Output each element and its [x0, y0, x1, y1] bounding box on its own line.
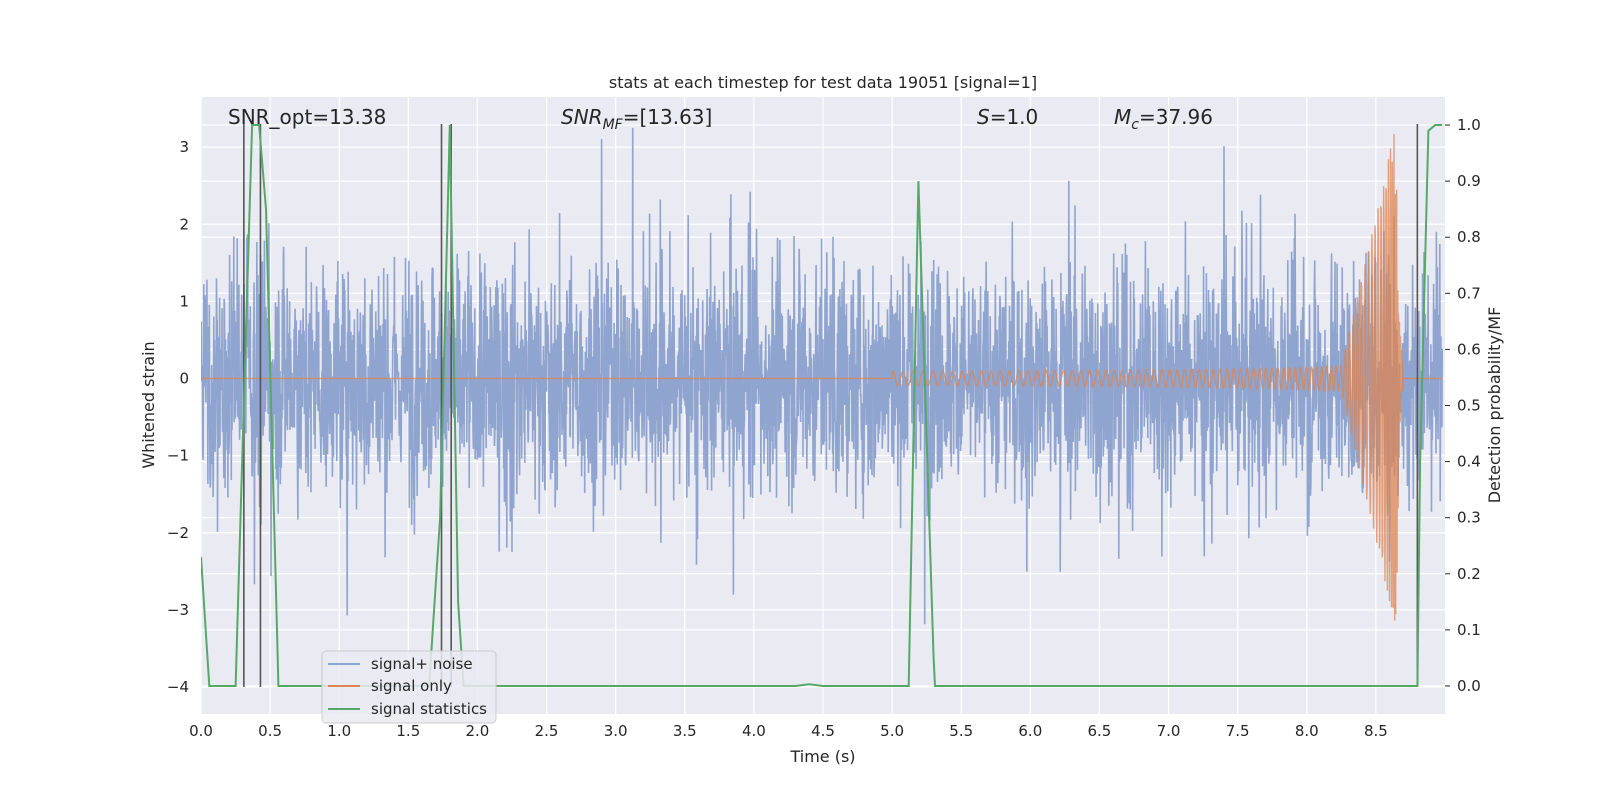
y2-tick-label: 0.9: [1457, 172, 1481, 190]
y-tick-label: −3: [167, 601, 189, 619]
y-axis-ticks: 3 2 1 0 −1 −2 −3 −4: [167, 138, 189, 696]
series-signal-only: [201, 134, 1443, 621]
y2-tick-label: 0.1: [1457, 621, 1481, 639]
y-tick-label: −4: [167, 678, 189, 696]
annotation-snr-mf-symbol: SNR: [561, 105, 603, 129]
y-tick-label: 1: [179, 292, 189, 310]
x-tick-label: 0.0: [189, 722, 213, 740]
legend-label-stats: signal statistics: [371, 700, 487, 718]
y2-tick-label: 0.3: [1457, 509, 1481, 527]
x-tick-label: 1.0: [327, 722, 351, 740]
chart-title: stats at each timestep for test data 190…: [609, 73, 1037, 92]
y2-tick-label: 0.5: [1457, 397, 1481, 415]
annotation-snr-mf-subscript: MF: [603, 117, 624, 133]
x-tick-label: 5.5: [949, 722, 973, 740]
x-tick-label: 6.0: [1018, 722, 1042, 740]
x-tick-label: 0.5: [258, 722, 282, 740]
series-signal-plus-noise: [201, 127, 1443, 625]
annotation-snr-mf-value: =[13.63]: [623, 105, 713, 129]
annotation-s-symbol: S: [977, 105, 990, 129]
y2-tick-label: 0.7: [1457, 284, 1481, 302]
y-tick-label: 0: [179, 370, 189, 388]
annotation-snr-mf: SNRMF=[13.63]: [561, 105, 712, 133]
x-tick-label: 1.5: [396, 722, 420, 740]
y2-tick-label: 1.0: [1457, 116, 1481, 134]
annotation-snr-opt: SNR_opt=13.38: [228, 105, 386, 129]
y2-tick-label: 0.0: [1457, 677, 1481, 695]
annotation-s-value: =1.0: [990, 105, 1039, 129]
x-axis-ticks: 0.0 0.5 1.0 1.5 2.0 2.5 3.0 3.5 4.0 4.5 5.0 5.5 6.0 6…: [189, 722, 1388, 740]
series-signal-statistics: [201, 124, 1443, 687]
y-tick-label: −2: [167, 524, 189, 542]
y-tick-label: −1: [167, 447, 189, 465]
x-axis-label: Time (s): [789, 747, 855, 766]
x-tick-label: 5.0: [880, 722, 904, 740]
x-tick-label: 7.0: [1157, 722, 1181, 740]
legend-label-signal: signal only: [371, 677, 452, 695]
legend: signal+ noise signal only signal statist…: [321, 650, 497, 724]
x-tick-label: 6.5: [1088, 722, 1112, 740]
x-tick-label: 2.5: [535, 722, 559, 740]
y-tick-label: 2: [179, 215, 189, 233]
plot-series: [201, 123, 1443, 688]
x-tick-label: 2.0: [466, 722, 490, 740]
annotation-mc-subscript: c: [1131, 117, 1139, 133]
y2-axis-ticks: 1.0 0.9 0.8 0.7 0.6 0.5 0.4 0.3 0.2 0.1 0.0: [1445, 116, 1481, 695]
y-tick-label: 3: [179, 138, 189, 156]
annotation-s: S=1.0: [977, 105, 1038, 129]
y2-axis-label: Detection probability/MF: [1485, 307, 1504, 504]
x-tick-label: 4.0: [742, 722, 766, 740]
x-tick-label: 3.0: [604, 722, 628, 740]
y2-tick-label: 0.8: [1457, 228, 1481, 246]
annotation-mc-value: =37.96: [1139, 105, 1213, 129]
annotation-mc: Mc=37.96: [1114, 105, 1213, 133]
y2-tick-label: 0.2: [1457, 565, 1481, 583]
legend-box: [321, 650, 497, 724]
x-tick-label: 7.5: [1226, 722, 1250, 740]
annotation-mc-symbol: M: [1114, 105, 1131, 129]
x-tick-label: 3.5: [673, 722, 697, 740]
y-axis-label: Whitened strain: [139, 341, 158, 468]
y2-tick-label: 0.4: [1457, 453, 1481, 471]
x-tick-label: 8.0: [1295, 722, 1319, 740]
x-tick-label: 8.5: [1364, 722, 1388, 740]
x-tick-label: 4.5: [811, 722, 835, 740]
y2-tick-label: 0.6: [1457, 340, 1481, 358]
legend-label-noise: signal+ noise: [371, 655, 473, 673]
